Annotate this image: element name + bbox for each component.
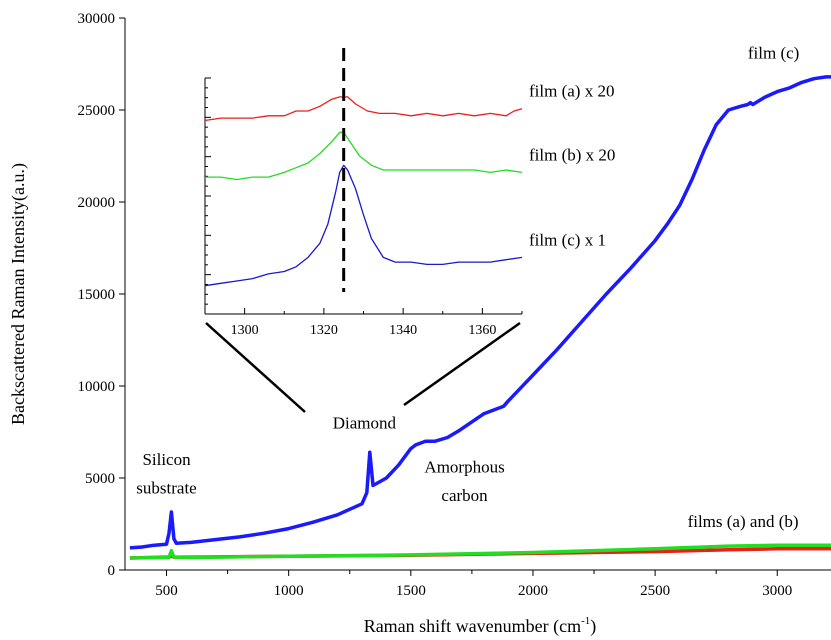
inset-label-film-c-x-1: film (c) x 1 [529,230,606,249]
inset-series-film-c-x-1 [204,164,523,287]
y-tick-label: 10000 [78,379,116,395]
annotation-substrate: substrate [136,479,196,498]
x-tick-label: 2500 [640,583,670,599]
inset-labels: film (a) x 20 film (b) x 20 film (c) x 1 [529,82,615,250]
y-tick-label: 30000 [78,11,116,27]
x-axis-title-sup: -1 [581,615,590,627]
inset-series-film-b-x-20 [205,131,523,181]
inset-plot: 1300 1320 1340 1360 film (a) x 20 film (b) x… [204,48,615,338]
inset-x-ticks: 1300 1320 1340 1360 [204,308,523,338]
inset-y-ticks [205,77,211,315]
zoom-line-left [205,322,306,413]
annotation-silicon: Silicon [142,450,191,469]
y-axis-title: Backscattered Raman Intensity(a.u.) [8,163,29,425]
annotation-carbon: carbon [441,486,488,505]
y-ticks: 0 5000 10000 15000 20000 25000 30000 [78,11,125,579]
inset-label-film-b-x-20: film (b) x 20 [529,145,615,164]
inset-x-tick-label: 1300 [231,323,259,338]
inset-x-tick-label: 1360 [468,323,496,338]
inset-series [204,96,523,287]
inset-x-tick-label: 1340 [389,323,417,338]
x-tick-label: 1500 [396,583,426,599]
x-tick-label: 500 [155,583,178,599]
x-axis-title-main: Raman shift wavenumber (cm [364,616,581,637]
y-tick-label: 5000 [85,471,115,487]
inset-label-film-a-x-20: film (a) x 20 [529,82,614,101]
y-tick-label: 0 [108,563,116,579]
inset-series-film-a-x-20 [204,96,523,122]
x-tick-label: 3000 [762,583,792,599]
annotation-films-a-and-b: films (a) and (b) [688,512,799,531]
x-tick-label: 2000 [518,583,548,599]
y-tick-label: 25000 [78,103,116,119]
main-plot: 0 5000 10000 15000 20000 25000 30000 500 1000 15… [8,11,831,637]
y-tick-label: 20000 [78,195,116,211]
main-series [129,75,831,560]
x-axis-title-tail: ) [590,616,596,637]
annotation-film-c: film (c) [748,43,799,62]
main-annotations: film (c) Silicon substrate Amorphous carbon D… [136,43,799,530]
annotation-amorphous: Amorphous [424,457,504,476]
x-tick-label: 1000 [274,583,304,599]
series-film-c [129,75,831,550]
x-axis-title: Raman shift wavenumber (cm-1) [364,615,597,637]
zoom-line-right [403,321,521,407]
x-ticks: 500 1000 1500 2000 2500 3000 [155,570,792,599]
inset-x-tick-label: 1320 [310,323,338,338]
annotation-diamond: Diamond [333,413,397,432]
series-film-b [129,543,831,560]
y-tick-label: 15000 [78,287,116,303]
